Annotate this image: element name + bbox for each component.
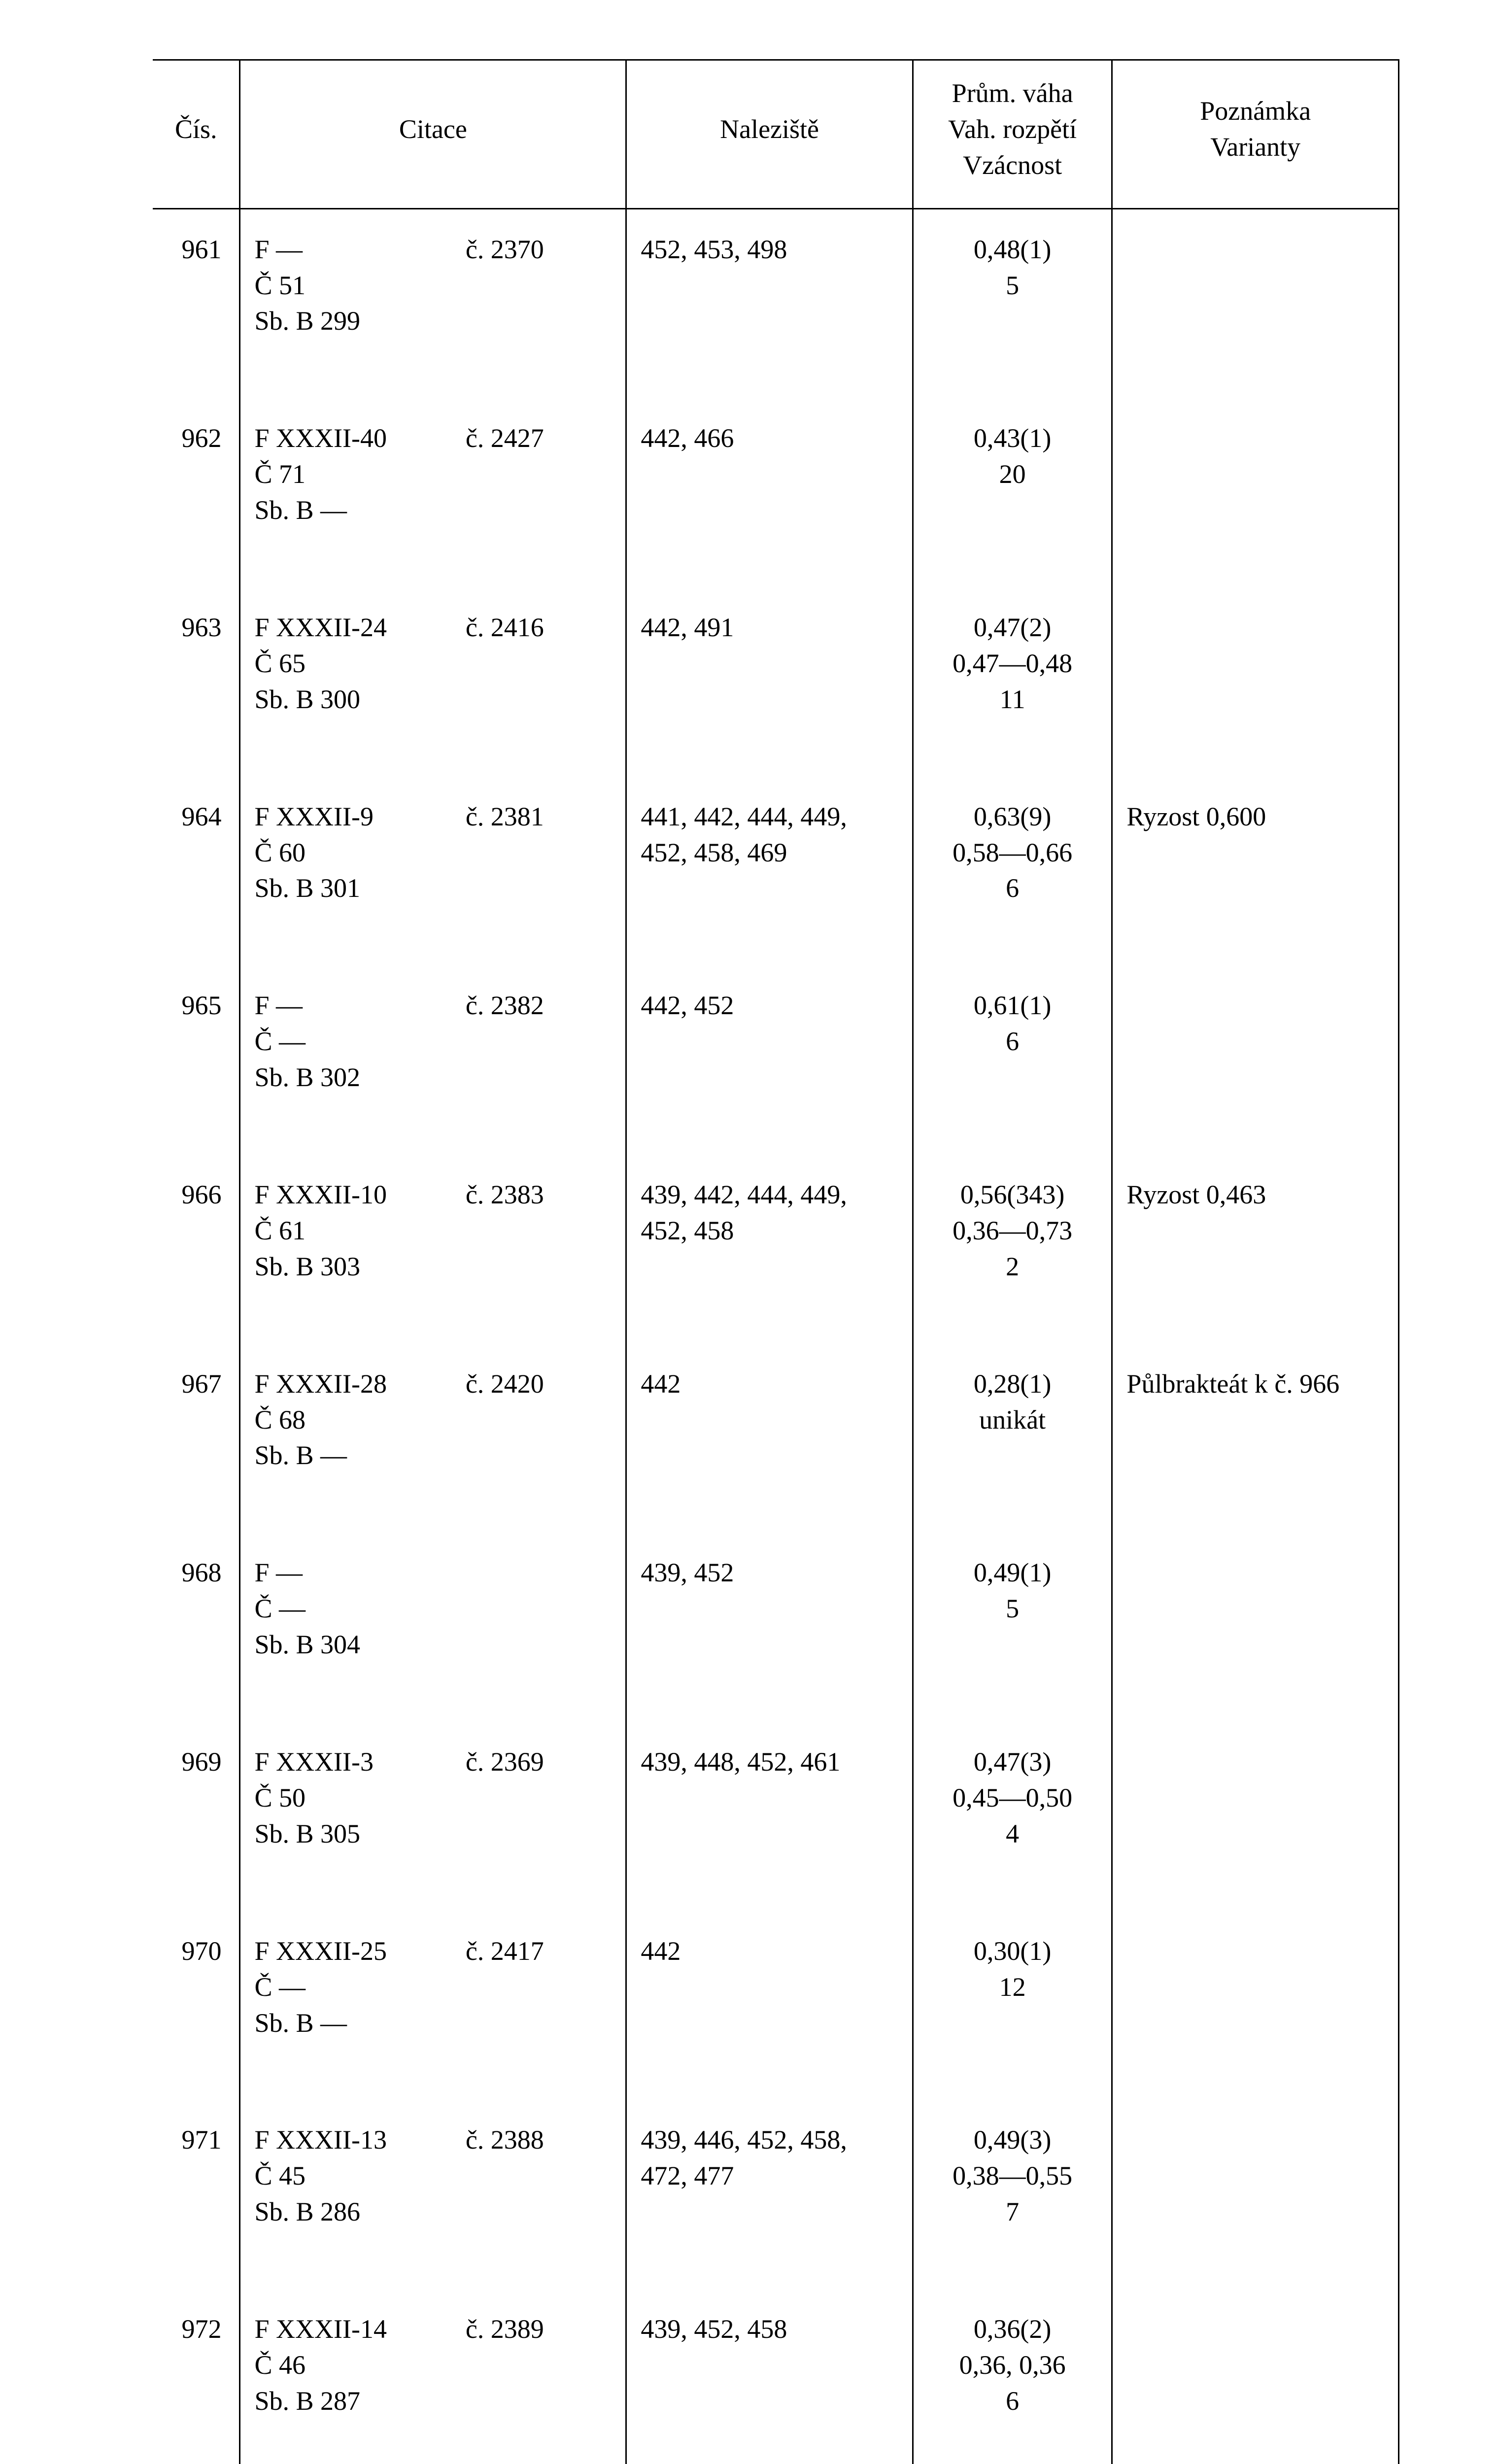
cell-cis: 967 — [153, 1344, 240, 1533]
cell-nal: 439, 452 — [626, 1533, 913, 1722]
cell-nal: 441, 442, 444, 449, 452, 458, 469 — [626, 777, 913, 966]
cell-cit-a: F XXXII-10 Č 61 Sb. B 303 — [240, 1155, 452, 1344]
cell-cit-a: F — Č — Sb. B 304 — [240, 1533, 452, 1722]
cell-cit-a: F XXXII-28 Č 68 Sb. B — — [240, 1344, 452, 1533]
table-row: 964F XXXII-9 Č 60 Sb. B 301č. 2381441, 4… — [153, 777, 1399, 966]
cell-cit-a: F — Č — Sb. B 302 — [240, 965, 452, 1155]
header-poznamka: Poznámka Varianty — [1112, 60, 1399, 209]
cell-cis: 962 — [153, 398, 240, 587]
cell-cis: 961 — [153, 208, 240, 398]
cell-cit-a: F XXXII-9 Č 60 Sb. B 301 — [240, 777, 452, 966]
cell-pozn — [1112, 1722, 1399, 1911]
cell-cit-b: č. 2383 — [452, 1155, 626, 1344]
cell-cis: 972 — [153, 2289, 240, 2464]
cell-pozn: Ryzost 0,600 — [1112, 777, 1399, 966]
table-row: 968F — Č — Sb. B 304 439, 4520,49(1) 5 — [153, 1533, 1399, 1722]
header-citace: Citace — [240, 60, 626, 209]
table-row: 966F XXXII-10 Č 61 Sb. B 303č. 2383439, … — [153, 1155, 1399, 1344]
cell-nal: 442, 452 — [626, 965, 913, 1155]
table-row: 969F XXXII-3 Č 50 Sb. B 305č. 2369439, 4… — [153, 1722, 1399, 1911]
cell-vaha: 0,48(1) 5 — [913, 208, 1112, 398]
cell-cit-a: F XXXII-13 Č 45 Sb. B 286 — [240, 2100, 452, 2289]
cell-cis: 969 — [153, 1722, 240, 1911]
cell-cit-b: č. 2427 — [452, 398, 626, 587]
cell-cis: 971 — [153, 2100, 240, 2289]
cell-vaha: 0,63(9) 0,58—0,66 6 — [913, 777, 1112, 966]
cell-cit-b: č. 2388 — [452, 2100, 626, 2289]
table-row: 961F — Č 51 Sb. B 299č. 2370452, 453, 49… — [153, 208, 1399, 398]
cell-cit-b: č. 2416 — [452, 587, 626, 777]
cell-nal: 439, 448, 452, 461 — [626, 1722, 913, 1911]
cell-pozn: Ryzost 0,463 — [1112, 1155, 1399, 1344]
cell-vaha: 0,36(2) 0,36, 0,36 6 — [913, 2289, 1112, 2464]
cell-cit-a: F — Č 51 Sb. B 299 — [240, 208, 452, 398]
cell-pozn — [1112, 1533, 1399, 1722]
cell-cis: 968 — [153, 1533, 240, 1722]
cell-cit-b: č. 2389 — [452, 2289, 626, 2464]
cell-nal: 439, 452, 458 — [626, 2289, 913, 2464]
cell-vaha: 0,61(1) 6 — [913, 965, 1112, 1155]
cell-vaha: 0,49(1) 5 — [913, 1533, 1112, 1722]
cell-nal: 439, 446, 452, 458, 472, 477 — [626, 2100, 913, 2289]
cell-cis: 963 — [153, 587, 240, 777]
cell-vaha: 0,56(343) 0,36—0,73 2 — [913, 1155, 1112, 1344]
cell-cis: 970 — [153, 1911, 240, 2100]
cell-vaha: 0,47(2) 0,47—0,48 11 — [913, 587, 1112, 777]
cell-cit-b: č. 2420 — [452, 1344, 626, 1533]
catalog-table: Čís. Citace Naleziště Prům. váha Vah. ro… — [153, 59, 1399, 2464]
table-row: 963F XXXII-24 Č 65 Sb. B 300č. 2416442, … — [153, 587, 1399, 777]
cell-vaha: 0,47(3) 0,45—0,50 4 — [913, 1722, 1112, 1911]
table-row: 965F — Č — Sb. B 302č. 2382442, 4520,61(… — [153, 965, 1399, 1155]
cell-pozn — [1112, 1911, 1399, 2100]
cell-cis: 965 — [153, 965, 240, 1155]
cell-cit-b: č. 2369 — [452, 1722, 626, 1911]
cell-vaha: 0,49(3) 0,38—0,55 7 — [913, 2100, 1112, 2289]
cell-cit-b — [452, 1533, 626, 1722]
cell-cit-a: F XXXII-40 Č 71 Sb. B — — [240, 398, 452, 587]
cell-cit-b: č. 2370 — [452, 208, 626, 398]
cell-vaha: 0,28(1) unikát — [913, 1344, 1112, 1533]
table-row: 970F XXXII-25 Č — Sb. B —č. 24174420,30(… — [153, 1911, 1399, 2100]
cell-nal: 442, 491 — [626, 587, 913, 777]
table-row: 967F XXXII-28 Č 68 Sb. B —č. 24204420,28… — [153, 1344, 1399, 1533]
cell-cis: 964 — [153, 777, 240, 966]
cell-pozn — [1112, 965, 1399, 1155]
cell-nal: 452, 453, 498 — [626, 208, 913, 398]
document-page: Čís. Citace Naleziště Prům. váha Vah. ro… — [0, 0, 1498, 2464]
cell-vaha: 0,30(1) 12 — [913, 1911, 1112, 2100]
cell-pozn: Půlbrakteát k č. 966 — [1112, 1344, 1399, 1533]
header-vaha: Prům. váha Vah. rozpětí Vzácnost — [913, 60, 1112, 209]
cell-cit-a: F XXXII-24 Č 65 Sb. B 300 — [240, 587, 452, 777]
header-naleziste: Naleziště — [626, 60, 913, 209]
cell-pozn — [1112, 2100, 1399, 2289]
table-row: 972F XXXII-14 Č 46 Sb. B 287č. 2389439, … — [153, 2289, 1399, 2464]
cell-nal: 442, 466 — [626, 398, 913, 587]
cell-cit-b: č. 2381 — [452, 777, 626, 966]
cell-pozn — [1112, 2289, 1399, 2464]
cell-cit-a: F XXXII-14 Č 46 Sb. B 287 — [240, 2289, 452, 2464]
cell-pozn — [1112, 208, 1399, 398]
cell-vaha: 0,43(1) 20 — [913, 398, 1112, 587]
cell-cit-b: č. 2417 — [452, 1911, 626, 2100]
cell-pozn — [1112, 398, 1399, 587]
cell-cit-b: č. 2382 — [452, 965, 626, 1155]
table-row: 962F XXXII-40 Č 71 Sb. B —č. 2427442, 46… — [153, 398, 1399, 587]
cell-cit-a: F XXXII-25 Č — Sb. B — — [240, 1911, 452, 2100]
table-body: 961F — Č 51 Sb. B 299č. 2370452, 453, 49… — [153, 208, 1399, 2464]
cell-pozn — [1112, 587, 1399, 777]
cell-nal: 442 — [626, 1911, 913, 2100]
cell-nal: 442 — [626, 1344, 913, 1533]
table-row: 971F XXXII-13 Č 45 Sb. B 286č. 2388439, … — [153, 2100, 1399, 2289]
cell-nal: 439, 442, 444, 449, 452, 458 — [626, 1155, 913, 1344]
cell-cis: 966 — [153, 1155, 240, 1344]
cell-cit-a: F XXXII-3 Č 50 Sb. B 305 — [240, 1722, 452, 1911]
header-cis: Čís. — [153, 60, 240, 209]
table-header-row: Čís. Citace Naleziště Prům. váha Vah. ro… — [153, 60, 1399, 209]
